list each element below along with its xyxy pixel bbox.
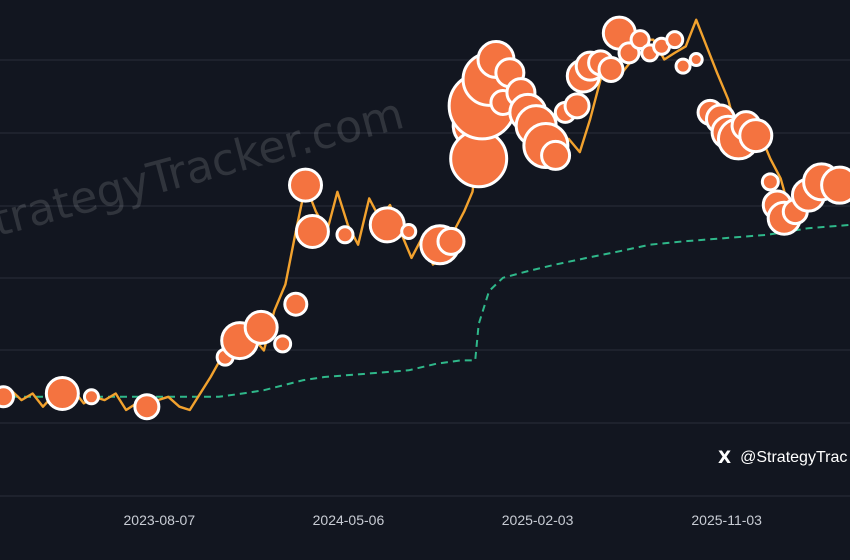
x-tick-label: 2023-08-07 [124, 512, 196, 528]
price-series [0, 18, 850, 412]
cost-basis-series [0, 223, 850, 398]
x-logo-icon: X [718, 448, 732, 468]
purchase-bubble-11 [335, 225, 355, 245]
x-tick-label: 2025-02-03 [502, 512, 574, 528]
purchase-bubble-12 [368, 206, 406, 244]
purchase-bubble-47 [738, 118, 774, 154]
purchase-bubbles [0, 15, 850, 421]
purchase-bubble-36 [629, 29, 651, 51]
purchase-bubble-7 [273, 334, 293, 354]
social-credit: X @StrategyTrac [718, 448, 847, 468]
purchase-bubble-2 [82, 388, 100, 406]
purchase-bubble-9 [288, 167, 324, 203]
purchase-bubble-13 [400, 222, 418, 240]
x-tick-label: 2024-05-06 [313, 512, 385, 528]
gridlines [0, 59, 850, 497]
purchase-bubble-0 [0, 385, 15, 409]
purchase-bubble-27 [540, 139, 572, 171]
purchase-bubble-48 [760, 172, 780, 192]
price-line [0, 18, 850, 412]
purchase-bubble-33 [597, 55, 625, 83]
purchase-bubble-29 [563, 92, 591, 120]
x-axis-ticks: 2023-08-07 2024-05-06 2025-02-03 2025-11-03 [124, 512, 763, 528]
purchase-bubble-6 [243, 309, 279, 345]
social-handle: @StrategyTrac [740, 449, 848, 466]
purchase-bubble-8 [283, 291, 309, 317]
x-tick-label: 2025-11-03 [691, 512, 762, 528]
purchase-bubble-39 [665, 30, 685, 50]
purchase-bubble-41 [688, 52, 704, 68]
purchase-bubble-54 [820, 165, 850, 205]
purchase-bubble-1 [44, 375, 80, 411]
purchase-bubble-3 [133, 393, 161, 421]
cost-basis-line [0, 223, 850, 398]
purchase-bubble-10 [294, 213, 330, 249]
purchase-bubble-15 [436, 226, 466, 256]
purchase-bubble-40 [674, 57, 692, 75]
